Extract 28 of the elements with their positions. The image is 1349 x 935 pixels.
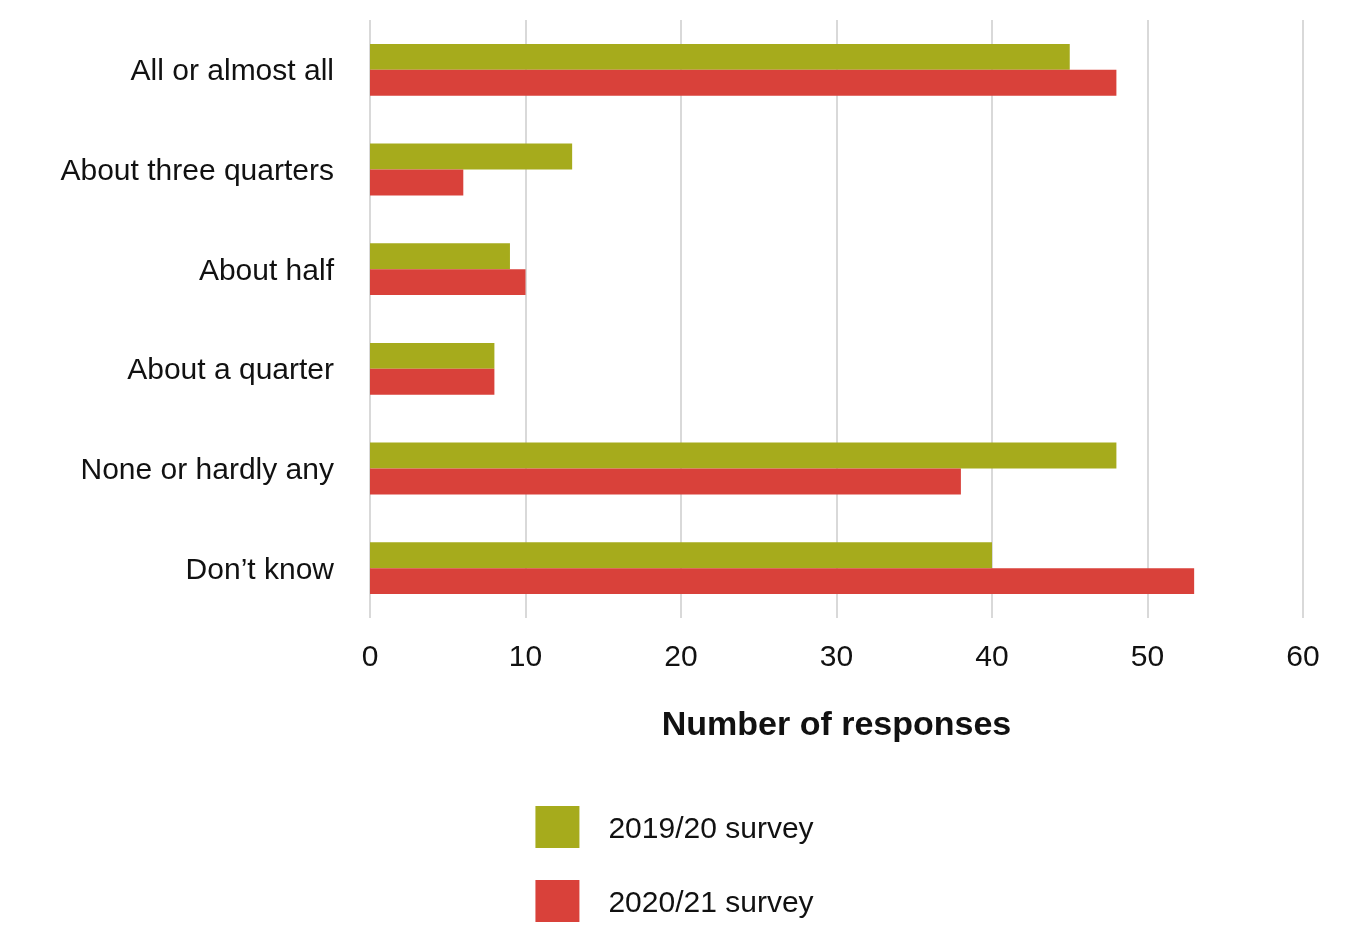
bar	[370, 568, 1195, 595]
legend-label: 2020/21 survey	[608, 884, 814, 918]
x-tick-label: 20	[664, 638, 698, 672]
bar	[370, 468, 961, 495]
x-tick-label: 10	[508, 638, 543, 672]
bar	[370, 269, 526, 296]
x-axis-title: Number of responses	[661, 704, 1012, 742]
x-tick-label: 40	[975, 638, 1009, 672]
y-tick-label: None or hardly any	[80, 452, 334, 485]
y-tick-label: All or almost all	[130, 53, 334, 87]
legend-label: 2019/20 survey	[608, 810, 814, 844]
y-tick-label: Don’t know	[185, 551, 335, 585]
x-tick-label: 50	[1130, 638, 1165, 672]
bar	[370, 542, 992, 569]
bar	[370, 143, 573, 170]
bar	[370, 243, 510, 270]
bar	[370, 69, 1117, 96]
x-tick-label: 30	[819, 638, 854, 672]
bar	[370, 342, 495, 369]
y-tick-label: About three quarters	[60, 153, 334, 186]
bar	[370, 368, 495, 395]
bar	[370, 169, 464, 196]
y-tick-label: About half	[198, 252, 335, 286]
bar	[370, 43, 1070, 70]
bar	[370, 442, 1117, 469]
x-tick-label: 0	[361, 638, 379, 672]
y-tick-label: About a quarter	[127, 352, 334, 386]
x-tick-label: 60	[1286, 638, 1320, 672]
